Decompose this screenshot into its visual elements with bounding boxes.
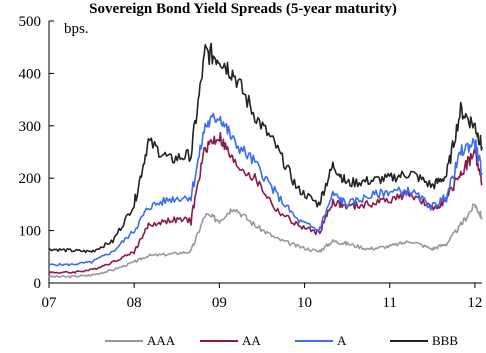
x-tick-label: 11 <box>382 295 396 311</box>
x-ticks: 07 08 09 10 11 12 <box>42 283 482 311</box>
x-tick-label: 08 <box>127 295 142 311</box>
y-ticks: 0 100 200 300 400 500 <box>19 14 54 292</box>
y-tick-label: 100 <box>19 224 42 240</box>
series-line-aaa <box>48 203 483 279</box>
x-tick-label: 10 <box>297 295 312 311</box>
y-tick-label: 0 <box>34 276 42 292</box>
y-tick-label: 400 <box>19 66 42 82</box>
legend: AAA AA A BBB <box>105 333 458 348</box>
x-tick-label: 09 <box>212 295 227 311</box>
x-tick-label: 07 <box>42 295 58 311</box>
series-line-aa <box>48 131 483 275</box>
y-tick-label: 200 <box>19 171 42 187</box>
series-line-bbb <box>48 42 483 254</box>
series-line-a <box>48 112 483 267</box>
chart-title: Sovereign Bond Yield Spreads (5-year mat… <box>89 1 397 17</box>
legend-label-aa: AA <box>242 333 261 348</box>
y-tick-label: 500 <box>19 14 42 30</box>
legend-label-aaa: AAA <box>147 333 176 348</box>
series-lines <box>48 42 483 279</box>
legend-label-bbb: BBB <box>432 333 458 348</box>
y-tick-label: 300 <box>19 119 42 135</box>
y-unit-label: bps. <box>64 21 89 37</box>
x-tick-label: 12 <box>467 295 482 311</box>
legend-label-a: A <box>337 333 347 348</box>
